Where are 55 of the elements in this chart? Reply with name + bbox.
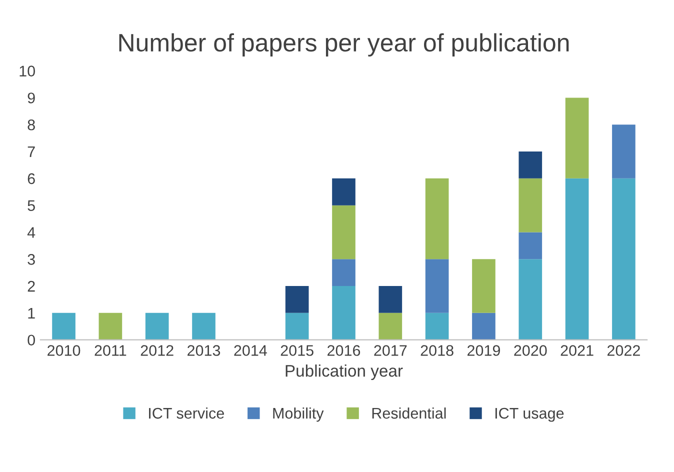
bar	[425, 312, 449, 340]
x-tick-label: 2016	[328, 345, 360, 356]
bar	[612, 178, 636, 340]
y-tick-label: 10	[20, 66, 35, 76]
bar	[518, 259, 542, 340]
bar	[565, 178, 589, 340]
bar	[518, 232, 542, 260]
y-tick-label: 2	[28, 280, 35, 292]
bar	[285, 286, 309, 313]
x-tick-label: 2021	[560, 345, 594, 356]
bar	[425, 178, 449, 260]
y-tick-label: 8	[28, 119, 35, 130]
bar	[425, 259, 449, 313]
bar	[332, 259, 356, 286]
y-tick-label: 5	[28, 200, 35, 212]
x-tick-label: 2011	[94, 345, 126, 356]
y-tick-label: 6	[28, 173, 35, 184]
x-tick-label: 2010	[48, 345, 80, 356]
y-tick-label: 7	[28, 146, 35, 158]
x-axis-title: Publication year	[286, 364, 403, 380]
bar	[332, 286, 356, 340]
bar	[98, 312, 122, 340]
legend-label: Mobility	[273, 407, 324, 422]
x-tick-label: 2022	[607, 345, 640, 356]
chart-title: Number of papers per year of publication	[119, 33, 569, 57]
legend-label: Residential	[372, 407, 446, 419]
x-tick-label: 2019	[468, 345, 500, 356]
bar	[145, 312, 169, 340]
bar	[332, 178, 356, 206]
x-tick-label: 2017	[374, 345, 407, 356]
bar	[472, 259, 496, 313]
bar	[378, 286, 402, 313]
bar	[378, 312, 402, 340]
x-tick-label: 2012	[140, 345, 174, 356]
x-tick-label: 2020	[514, 345, 547, 356]
y-tick-label: 3	[28, 254, 35, 265]
x-tick-label: 2015	[280, 345, 314, 356]
bar	[518, 152, 542, 178]
bar	[52, 312, 76, 340]
bar	[285, 312, 309, 340]
bar	[565, 98, 589, 178]
y-tick-label: 4	[27, 227, 36, 238]
bar	[518, 178, 542, 232]
x-tick-label: 2018	[420, 345, 454, 356]
bar	[192, 312, 216, 340]
legend-label: ICT usage	[495, 408, 564, 422]
bar	[472, 312, 496, 340]
x-tick-label: 2013	[188, 345, 220, 356]
bar	[612, 124, 636, 178]
bar	[332, 205, 356, 260]
y-tick-label: 1	[28, 308, 35, 318]
y-tick-label: 0	[28, 334, 35, 346]
legend-label: ICT service	[149, 407, 224, 419]
x-tick-label: 2014	[234, 345, 267, 356]
y-tick-label: 9	[28, 92, 35, 104]
